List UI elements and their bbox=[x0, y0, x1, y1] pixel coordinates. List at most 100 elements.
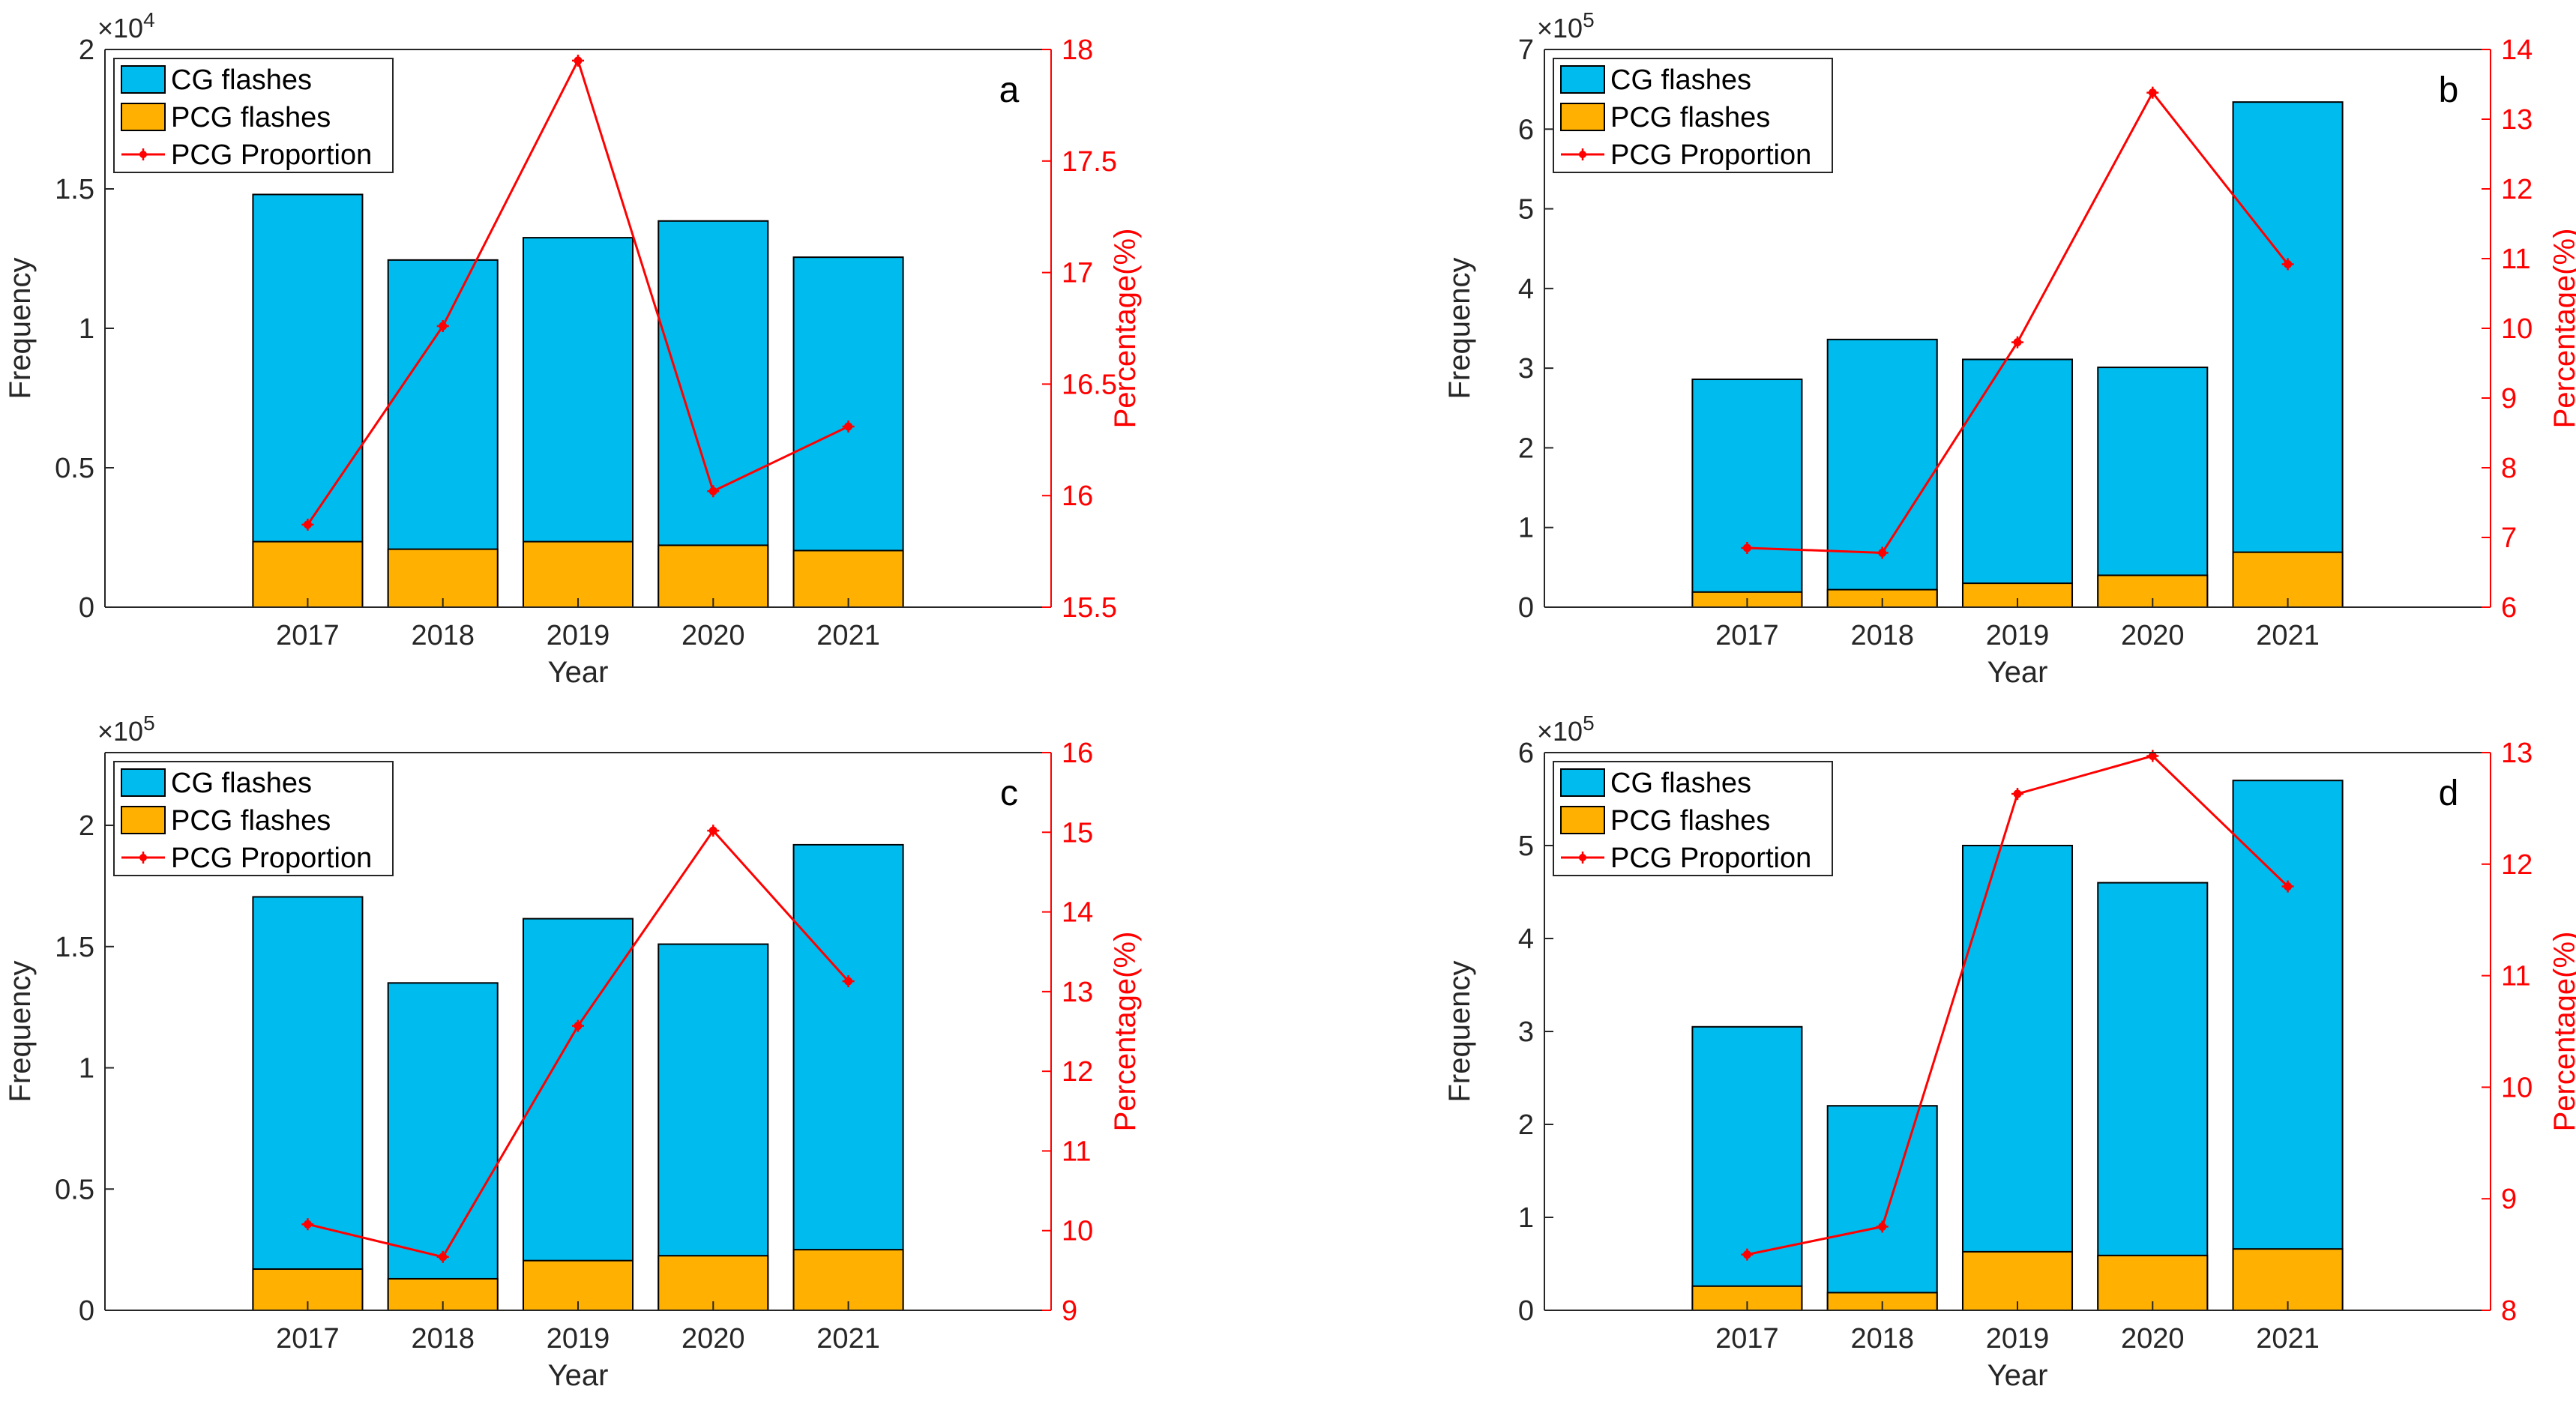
y-tick-label: 5 bbox=[1518, 831, 1534, 862]
y2-axis-label: Percentage(%) bbox=[2548, 229, 2576, 429]
y-tick-label: 0 bbox=[79, 592, 94, 624]
cg-bar-2020 bbox=[2097, 882, 2209, 1311]
y2-tick-label: 18 bbox=[1062, 34, 1093, 66]
y-tick-label: 2 bbox=[1518, 1109, 1534, 1141]
y-multiplier: ×104 bbox=[97, 8, 155, 43]
panel-label: b bbox=[2439, 70, 2459, 110]
y-tick-label: 0.5 bbox=[55, 1174, 94, 1205]
legend-swatch-pcg bbox=[1560, 103, 1605, 131]
pcg-proportion-point-2018 bbox=[1876, 1220, 1889, 1233]
cg-bar-2018 bbox=[1826, 1105, 1938, 1311]
y-axis-label: Frequency bbox=[4, 961, 37, 1103]
pcg-bar-2019 bbox=[522, 540, 634, 609]
legend-swatch-line bbox=[1561, 148, 1604, 160]
cg-bar-2017 bbox=[252, 193, 364, 608]
panel-label: a bbox=[999, 70, 1020, 110]
y-multiplier: ×105 bbox=[1537, 8, 1595, 43]
pcg-proportion-point-2018 bbox=[1876, 546, 1889, 559]
x-tick-label: 2021 bbox=[2256, 620, 2320, 651]
x-axis-label: Year bbox=[548, 656, 609, 689]
pcg-proportion-point-2017 bbox=[1741, 541, 1754, 554]
x-tick-label: 2017 bbox=[1715, 1323, 1779, 1355]
y2-tick-label: 17 bbox=[1062, 258, 1093, 289]
y2-tick-label: 13 bbox=[1062, 977, 1093, 1008]
pcg-bar-2021 bbox=[2232, 1248, 2344, 1312]
x-tick-label: 2019 bbox=[1986, 1323, 2050, 1355]
y-tick-label: 2 bbox=[79, 810, 94, 842]
pcg-proportion-point-2020 bbox=[2146, 86, 2159, 99]
legend: CG flashes PCG flashes PCG Proportion bbox=[1553, 761, 1833, 876]
chart-panel-a: 0 0.5 1 1.5 2 15.5 16 16.5 17 17.5 18 2017 2018 2019 2… bbox=[4, 8, 1142, 689]
pcg-bar-2021 bbox=[792, 1249, 904, 1312]
cg-bar-2017 bbox=[1691, 1025, 1803, 1312]
y2-tick-label: 11 bbox=[2501, 244, 2530, 275]
y2-tick-label: 15 bbox=[1062, 817, 1093, 849]
y2-tick-label: 16 bbox=[1062, 480, 1093, 512]
y2-axis-label: Percentage(%) bbox=[1109, 229, 1142, 429]
y-tick-label: 7 bbox=[1518, 34, 1534, 66]
panel-label: d bbox=[2439, 774, 2459, 813]
legend-label-cg: CG flashes bbox=[171, 64, 312, 96]
y2-tick-label: 8 bbox=[2501, 453, 2517, 484]
pcg-bar-2020 bbox=[2097, 1254, 2209, 1311]
legend-swatch-pcg bbox=[121, 806, 166, 834]
legend-label-line: PCG Proportion bbox=[1610, 139, 1811, 171]
y-axis-label: Frequency bbox=[4, 258, 37, 400]
y2-tick-label: 6 bbox=[2501, 592, 2517, 624]
x-axis-label: Year bbox=[1987, 1359, 2048, 1392]
cg-bar-2019 bbox=[1961, 358, 2074, 608]
x-tick-label: 2020 bbox=[681, 620, 745, 651]
x-tick-label: 2017 bbox=[276, 620, 340, 651]
y-tick-label: 0 bbox=[1518, 1295, 1534, 1327]
legend-swatch-cg bbox=[1560, 768, 1605, 797]
legend-label-cg: CG flashes bbox=[1610, 64, 1751, 96]
pcg-proportion-point-2019 bbox=[2011, 336, 2023, 349]
y2-tick-label: 9 bbox=[2501, 383, 2517, 415]
cg-bar-2017 bbox=[252, 896, 364, 1312]
y-tick-label: 6 bbox=[1518, 738, 1534, 769]
y-tick-label: 0 bbox=[79, 1295, 94, 1327]
y2-axis-label: Percentage(%) bbox=[2548, 932, 2576, 1132]
x-tick-label: 2018 bbox=[1850, 1323, 1914, 1355]
legend-label-cg: CG flashes bbox=[1610, 768, 1751, 799]
y-multiplier: ×105 bbox=[97, 711, 155, 747]
y-tick-label: 3 bbox=[1518, 1016, 1534, 1048]
legend-swatch-line bbox=[1561, 852, 1604, 864]
pcg-proportion-point-2018 bbox=[436, 1250, 449, 1263]
y2-tick-label: 10 bbox=[1062, 1216, 1093, 1247]
y-tick-label: 1.5 bbox=[55, 932, 94, 963]
legend: CG flashes PCG flashes PCG Proportion bbox=[113, 761, 394, 876]
y2-tick-label: 12 bbox=[2501, 174, 2533, 205]
x-axis-label: Year bbox=[1987, 656, 2048, 689]
y2-tick-label: 8 bbox=[2501, 1295, 2517, 1327]
pcg-proportion-point-2018 bbox=[436, 320, 449, 333]
y2-tick-label: 11 bbox=[2501, 961, 2530, 992]
legend: CG flashes PCG flashes PCG Proportion bbox=[113, 58, 394, 173]
y2-tick-label: 16 bbox=[1062, 738, 1093, 769]
legend: CG flashes PCG flashes PCG Proportion bbox=[1553, 58, 1833, 173]
x-tick-label: 2018 bbox=[1850, 620, 1914, 651]
legend-label-pcg: PCG flashes bbox=[171, 102, 331, 133]
legend-swatch-line bbox=[121, 852, 165, 864]
y2-tick-label: 12 bbox=[2501, 849, 2533, 881]
legend-swatch-pcg bbox=[121, 103, 166, 131]
legend-swatch-cg bbox=[1560, 65, 1605, 94]
pcg-proportion-point-2020 bbox=[707, 825, 720, 837]
x-tick-label: 2021 bbox=[816, 620, 880, 651]
y-tick-label: 1.5 bbox=[55, 174, 94, 205]
y2-tick-label: 13 bbox=[2501, 738, 2533, 769]
cg-bar-2020 bbox=[2097, 367, 2209, 608]
legend-label-pcg: PCG flashes bbox=[1610, 805, 1770, 837]
x-tick-label: 2017 bbox=[276, 1323, 340, 1355]
cg-bar-2020 bbox=[657, 220, 769, 608]
x-tick-label: 2020 bbox=[681, 1323, 745, 1355]
x-axis-label: Year bbox=[548, 1359, 609, 1392]
y-tick-label: 1 bbox=[1518, 513, 1534, 544]
legend-label-line: PCG Proportion bbox=[171, 843, 372, 874]
y2-tick-label: 9 bbox=[2501, 1184, 2517, 1215]
cg-bar-2018 bbox=[387, 982, 499, 1311]
y2-tick-label: 11 bbox=[1062, 1136, 1091, 1167]
y2-tick-label: 14 bbox=[1062, 897, 1093, 929]
